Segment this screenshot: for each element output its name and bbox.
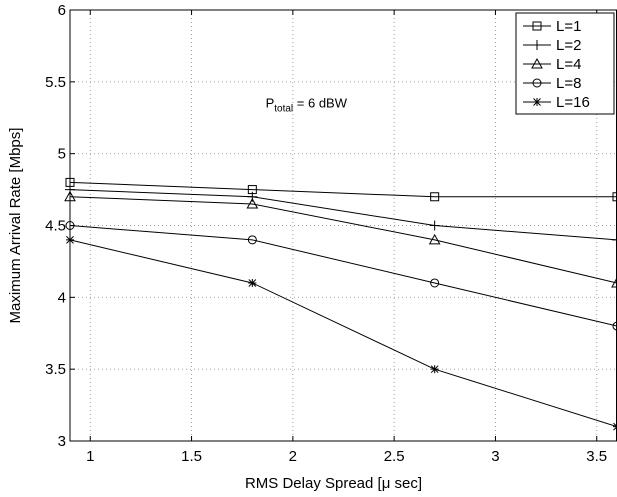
legend-label: L=4 xyxy=(556,56,581,73)
x-tick-label: 1 xyxy=(86,448,94,465)
legend-label: L=8 xyxy=(556,75,581,92)
x-tick-label: 2.5 xyxy=(384,448,405,465)
series-3 xyxy=(64,190,617,288)
series-line xyxy=(69,196,617,284)
triangle-marker xyxy=(611,276,617,288)
circle-marker xyxy=(532,78,542,88)
annotation-symbol: P xyxy=(266,95,275,110)
series-line xyxy=(69,189,617,241)
series-4 xyxy=(65,221,617,331)
plus-marker xyxy=(612,234,617,245)
x-tick-label: 3.5 xyxy=(586,448,607,465)
circle-marker xyxy=(247,235,257,245)
series-line xyxy=(69,239,617,428)
y-tick-label: 5.5 xyxy=(45,74,66,91)
circle-marker xyxy=(430,278,440,288)
y-tick-label: 3.5 xyxy=(45,361,66,378)
circle-marker xyxy=(612,321,617,331)
triangle-marker xyxy=(531,57,543,69)
power-annotation: Ptotal = 6 dBW xyxy=(266,95,348,114)
legend-label: L=2 xyxy=(556,37,581,54)
legend-item: L=2 xyxy=(523,37,581,54)
ticks-layer: 1 1.5 2 2.5 3 3.5 3 3.5 4 4.5 5 5.5 6 xyxy=(45,2,607,465)
y-tick-label: 4 xyxy=(58,289,66,306)
series-line xyxy=(69,181,617,198)
x-tick-label: 2 xyxy=(289,448,297,465)
legend: L=1 L=2 L=4 L=8 L=16 xyxy=(515,12,615,115)
triangle-marker xyxy=(246,197,259,209)
series-line xyxy=(69,225,617,327)
star-marker xyxy=(430,365,439,374)
square-marker xyxy=(612,192,617,202)
x-axis-label: RMS Delay Spread [μ sec] xyxy=(245,475,422,492)
y-axis-label: Maximum Arrival Rate [Mbps] xyxy=(7,128,24,324)
square-marker xyxy=(430,192,440,202)
annotation-subscript: total xyxy=(274,103,293,114)
series-layer xyxy=(64,177,617,431)
plus-marker xyxy=(532,40,542,50)
y-tick-label: 6 xyxy=(58,2,66,19)
plus-marker xyxy=(247,191,258,202)
y-tick-label: 3 xyxy=(58,433,66,450)
y-tick-label: 5 xyxy=(58,146,66,163)
legend-label: L=16 xyxy=(556,94,590,111)
x-tick-label: 1.5 xyxy=(181,448,202,465)
y-tick-label: 4.5 xyxy=(45,218,66,235)
x-tick-label: 3 xyxy=(491,448,499,465)
square-marker xyxy=(532,21,542,31)
legend-item: L=4 xyxy=(523,56,581,73)
legend-label: L=1 xyxy=(556,18,581,35)
plus-marker xyxy=(429,220,440,231)
star-marker xyxy=(533,98,541,106)
series-1 xyxy=(65,177,617,202)
legend-item: L=8 xyxy=(523,75,581,92)
legend-item: L=1 xyxy=(523,18,581,35)
series-5 xyxy=(66,235,617,431)
legend-item: L=16 xyxy=(523,94,590,111)
triangle-marker xyxy=(428,233,441,245)
annotation-value: = 6 dBW xyxy=(293,95,348,110)
series-2 xyxy=(65,184,617,245)
star-marker xyxy=(248,278,257,287)
